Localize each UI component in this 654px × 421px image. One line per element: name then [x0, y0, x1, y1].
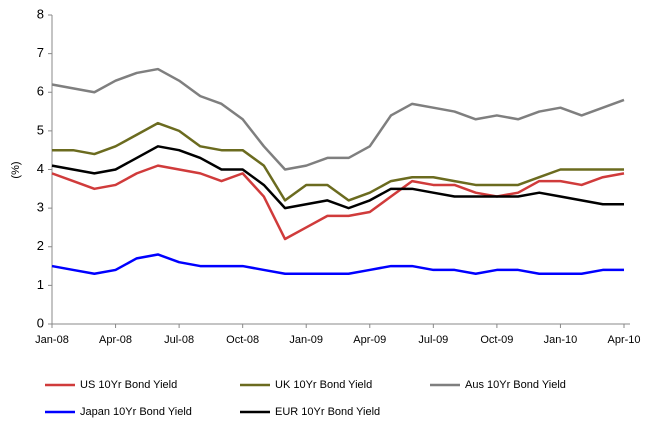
y-tick-label: 0	[37, 315, 44, 330]
series-line	[51, 67, 625, 171]
x-tick-label: Oct-08	[226, 334, 259, 346]
x-tick-label: Jan-08	[35, 334, 69, 346]
y-tick-label: 7	[37, 45, 44, 60]
y-tick-label: 6	[37, 84, 44, 99]
legend-label: EUR 10Yr Bond Yield	[275, 406, 380, 418]
y-tick-label: 5	[37, 122, 44, 137]
x-tick-label: Jan-09	[289, 334, 323, 346]
y-tick-label: 3	[37, 200, 44, 215]
y-tick-label: 2	[37, 238, 44, 253]
legend-label: US 10Yr Bond Yield	[80, 379, 177, 391]
legend-label: Aus 10Yr Bond Yield	[465, 379, 566, 391]
series-line	[52, 121, 624, 202]
y-tick-label: 4	[37, 161, 44, 176]
legend-label: UK 10Yr Bond Yield	[275, 379, 372, 391]
x-tick-label: Jan-10	[544, 334, 578, 346]
series-line	[51, 145, 624, 210]
x-tick-label: Apr-09	[353, 334, 386, 346]
series-line	[51, 164, 625, 241]
x-tick-label: Apr-10	[607, 334, 640, 346]
series-line	[51, 253, 624, 276]
legend-label: Japan 10Yr Bond Yield	[80, 406, 192, 418]
x-tick-label: Jul-09	[418, 334, 448, 346]
x-tick-label: Oct-09	[480, 334, 513, 346]
y-tick-label: 8	[37, 6, 44, 21]
y-tick-label: 1	[37, 277, 44, 292]
x-tick-label: Apr-08	[99, 334, 132, 346]
y-axis-label: (%)	[10, 161, 22, 178]
x-tick-label: Jul-08	[164, 334, 194, 346]
